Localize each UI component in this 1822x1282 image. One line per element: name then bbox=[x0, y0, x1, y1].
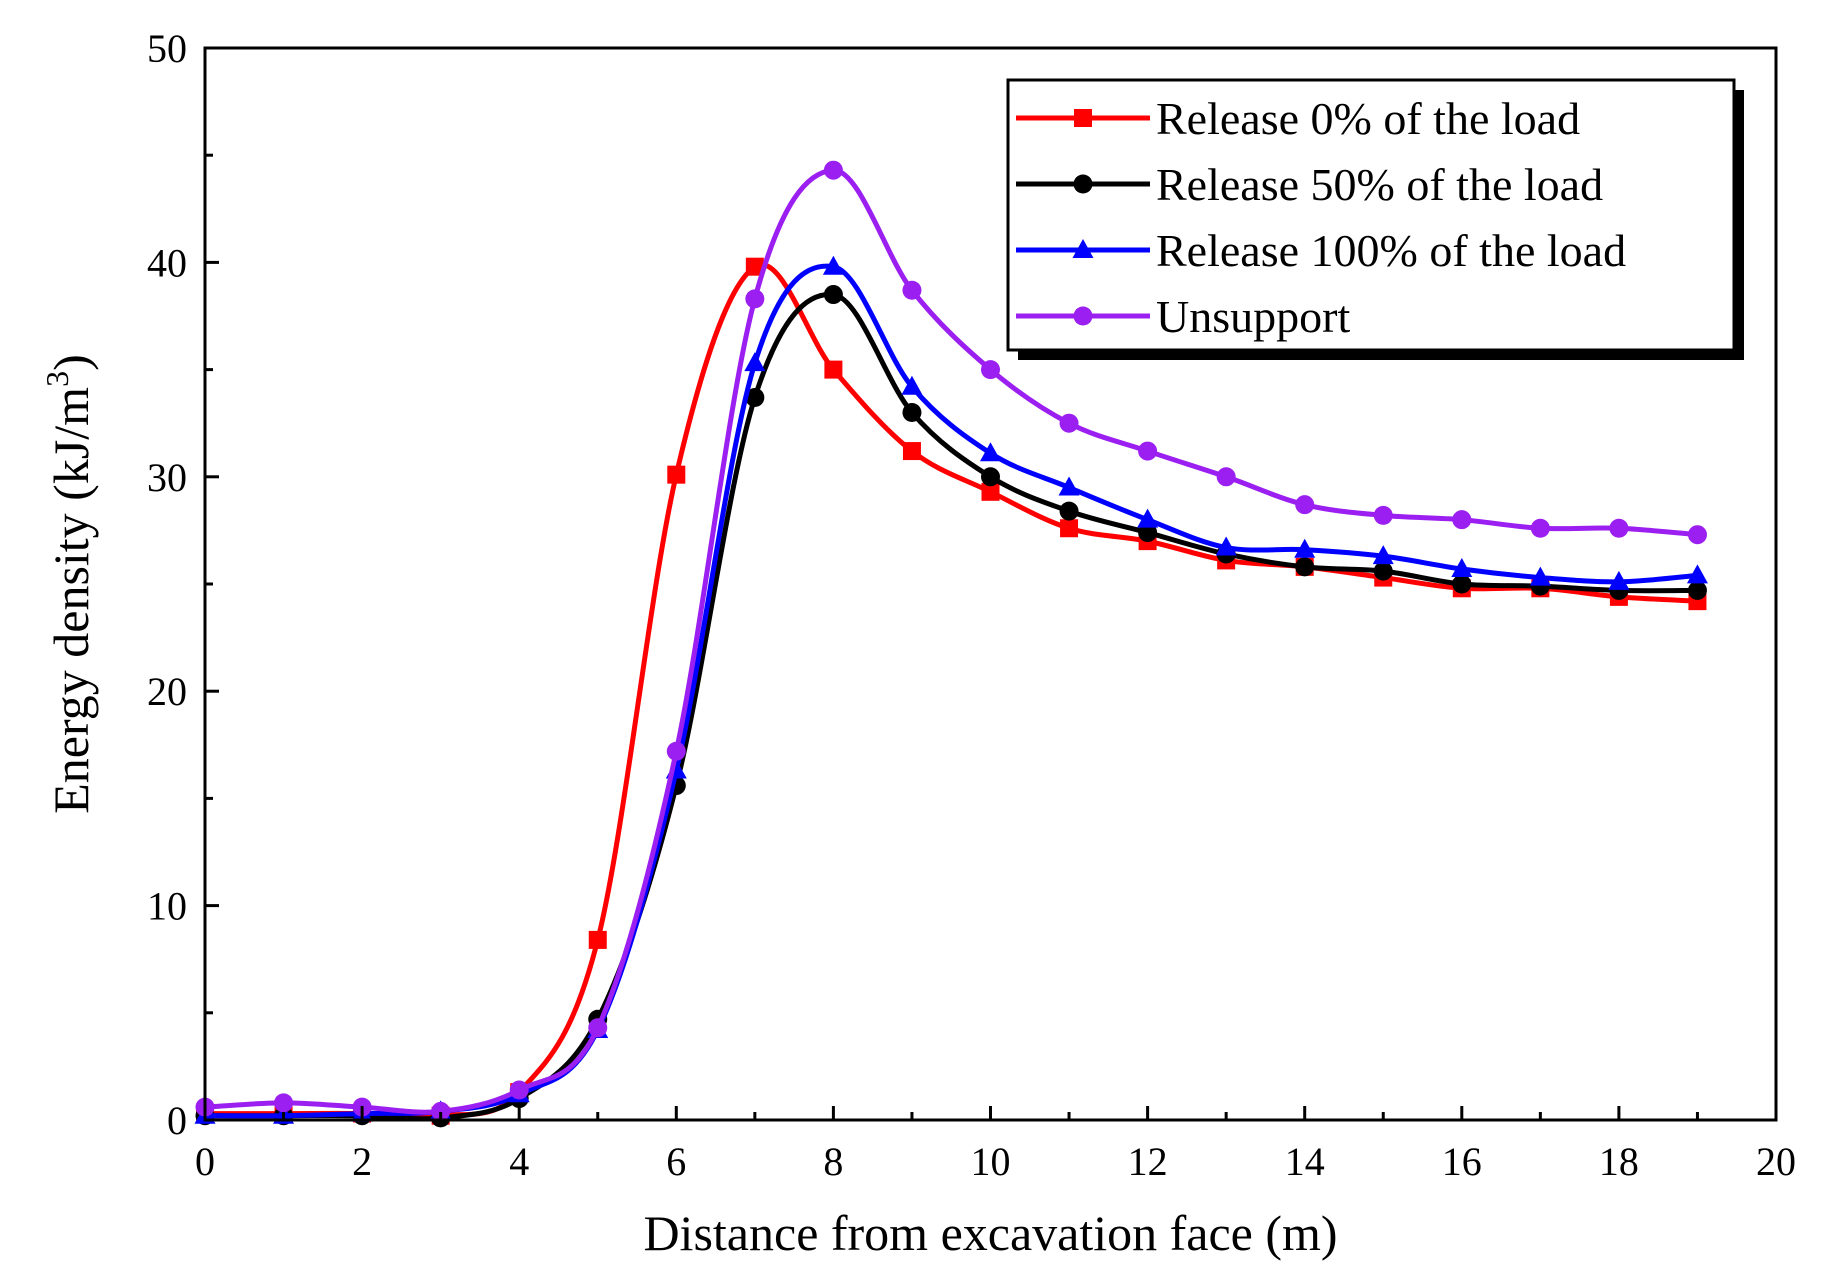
series-3-point-10 bbox=[981, 360, 1000, 380]
series-2 bbox=[194, 255, 1708, 1124]
series-2-point-12 bbox=[1137, 508, 1159, 528]
series-3-point-18 bbox=[1609, 518, 1629, 538]
x-tick-label-6: 12 bbox=[1128, 1139, 1168, 1184]
series-1-point-19 bbox=[1687, 580, 1707, 600]
legend: Release 0% of the load Release 50% of the… bbox=[1006, 78, 1744, 360]
series-3 bbox=[195, 160, 1707, 1121]
legend-label-2: Release 100% of the load bbox=[1156, 225, 1626, 276]
series-0-point-10 bbox=[981, 482, 1000, 501]
series-3-point-4 bbox=[509, 1080, 529, 1100]
legend-label-0: Release 0% of the load bbox=[1156, 93, 1580, 144]
series-1-point-10 bbox=[981, 467, 1000, 487]
y-tick-label-2: 20 bbox=[147, 669, 187, 714]
y-tick-label-1: 10 bbox=[147, 884, 187, 929]
series-1-point-9 bbox=[902, 402, 922, 422]
series-3-point-3 bbox=[431, 1101, 451, 1121]
series-1-point-14 bbox=[1295, 557, 1315, 577]
series-3-point-6 bbox=[666, 741, 686, 761]
series-2-point-7 bbox=[744, 352, 766, 372]
series-0-point-11 bbox=[1060, 519, 1079, 538]
legend-marker-3 bbox=[1073, 306, 1093, 326]
series-2-point-8 bbox=[822, 255, 844, 275]
series-1 bbox=[195, 285, 1707, 1128]
series-0-point-9 bbox=[902, 442, 921, 461]
y-axis-title-main: Energy density (kJ/m bbox=[43, 387, 99, 814]
y-axis-title: Energy density (kJ/m3) bbox=[39, 354, 99, 813]
series-0-line bbox=[205, 262, 1698, 1120]
legend-box bbox=[1006, 78, 1736, 352]
series-3-point-12 bbox=[1138, 441, 1158, 461]
legend-marker-2 bbox=[1072, 239, 1094, 258]
series-2-point-17 bbox=[1529, 566, 1551, 586]
y-tick-label-0: 0 bbox=[167, 1098, 187, 1143]
series-3-point-1 bbox=[274, 1093, 294, 1113]
series-3-point-5 bbox=[588, 1018, 608, 1038]
series-1-point-16 bbox=[1452, 574, 1472, 594]
series-1-point-12 bbox=[1138, 523, 1158, 543]
x-tick-label-4: 8 bbox=[823, 1139, 843, 1184]
series-3-point-17 bbox=[1530, 518, 1550, 538]
series-2-point-14 bbox=[1294, 538, 1316, 558]
series-2-point-13 bbox=[1215, 536, 1237, 556]
series-3-point-7 bbox=[745, 289, 765, 309]
series-2-point-15 bbox=[1372, 545, 1394, 565]
axes-layer: 0 2 4 6 8 10 12 14 16 18 20 0 10 20 30 40 50 Distance fro… bbox=[39, 26, 1796, 1261]
series-2-point-16 bbox=[1451, 557, 1473, 577]
series-3-point-8 bbox=[823, 160, 843, 180]
series-2-line bbox=[204, 263, 1698, 1119]
x-tick-label-7: 14 bbox=[1285, 1139, 1325, 1184]
legend-marker-0 bbox=[1074, 109, 1092, 127]
x-tick-label-9: 18 bbox=[1599, 1139, 1639, 1184]
y-tick-label-4: 40 bbox=[147, 240, 187, 285]
series-3-point-15 bbox=[1373, 505, 1393, 525]
series-3-line bbox=[204, 167, 1698, 1115]
series-1-point-11 bbox=[1059, 501, 1079, 521]
series-1-point-15 bbox=[1373, 561, 1393, 581]
series-1-point-8 bbox=[823, 285, 843, 305]
series-3-point-9 bbox=[902, 280, 922, 300]
series-2-point-18 bbox=[1608, 570, 1630, 590]
legend-label-1: Release 50% of the load bbox=[1156, 159, 1603, 210]
series-3-point-11 bbox=[1059, 413, 1079, 433]
x-tick-label-10: 20 bbox=[1756, 1139, 1796, 1184]
y-axis-title-superscript: 3 bbox=[39, 371, 75, 387]
x-tick-label-2: 4 bbox=[509, 1139, 529, 1184]
x-tick-label-8: 16 bbox=[1442, 1139, 1482, 1184]
series-2-point-10 bbox=[980, 442, 1001, 462]
series-3-point-16 bbox=[1452, 510, 1472, 530]
x-tick-label-5: 10 bbox=[971, 1139, 1011, 1184]
series-0-point-7 bbox=[745, 257, 764, 276]
series-0-point-6 bbox=[667, 465, 686, 484]
series-3-point-13 bbox=[1216, 467, 1236, 487]
y-axis-title-close: ) bbox=[43, 354, 99, 371]
series-3-point-19 bbox=[1687, 525, 1707, 545]
x-axis-title: Distance from excavation face (m) bbox=[643, 1205, 1337, 1261]
series-1-line bbox=[205, 291, 1698, 1122]
y-tick-label-5: 50 bbox=[147, 26, 187, 71]
series-3-point-14 bbox=[1295, 495, 1315, 515]
series-0 bbox=[196, 257, 1707, 1125]
y-tick-label-3: 30 bbox=[147, 455, 187, 500]
x-tick-label-3: 6 bbox=[666, 1139, 686, 1184]
legend-marker-1 bbox=[1073, 174, 1093, 194]
series-0-point-8 bbox=[824, 360, 843, 379]
plot-layer bbox=[194, 160, 1708, 1128]
series-2-point-11 bbox=[1058, 476, 1080, 496]
series-2-point-9 bbox=[901, 375, 923, 395]
series-2-point-19 bbox=[1686, 564, 1708, 584]
x-tick-label-0: 0 bbox=[195, 1139, 215, 1184]
series-1-point-7 bbox=[745, 387, 765, 407]
legend-label-3: Unsupport bbox=[1156, 291, 1350, 342]
series-0-point-5 bbox=[588, 930, 607, 949]
x-tick-label-1: 2 bbox=[352, 1139, 372, 1184]
